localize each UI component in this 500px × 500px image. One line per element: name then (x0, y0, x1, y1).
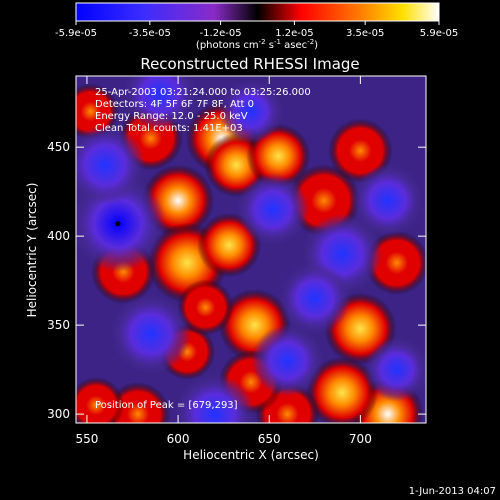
heatmap-blob (278, 262, 351, 335)
x-axis-label: Heliocentric X (arcsec) (183, 448, 319, 462)
heatmap-blob (76, 377, 125, 423)
x-tick-label: 550 (75, 432, 98, 446)
y-tick-label: 450 (47, 140, 70, 154)
heatmap-blob (218, 79, 284, 144)
annotation-detectors: Detectors: 4F 5F 6F 7F 8F, Att 0 (95, 99, 254, 110)
colorbar-strip (75, 2, 440, 22)
x-tick-label: 700 (349, 432, 372, 446)
colorbar-tick-label: -1.2e-05 (200, 28, 242, 39)
chart-title: Reconstructed RHESSI Image (140, 55, 359, 73)
footer-timestamp: 1-Jun-2013 04:07 (409, 486, 496, 497)
peak-position-label: Position of Peak = [679,293] (95, 400, 238, 411)
plot-area: 550 600 650 700 300 350 400 450 (47, 75, 427, 446)
axis-ticks: 550 600 650 700 300 350 400 450 (47, 76, 426, 446)
heatmap-blob (174, 374, 255, 423)
x-tick-label: 650 (258, 432, 281, 446)
heatmap-blob (236, 173, 309, 246)
colorbar-tick-label: 1.2e-05 (275, 28, 313, 39)
heatmap-blob (177, 279, 234, 336)
heatmap-blob (251, 324, 324, 397)
colorbar-tick-label: -3.5e-05 (129, 28, 171, 39)
heatmap-blob (123, 76, 196, 130)
colorbar-units: (photons cm-2 s-1 asec-2) (196, 38, 318, 51)
x-tick-label: 600 (167, 432, 190, 446)
annotation-counts: Clean Total counts: 1.41E+03 (95, 123, 243, 134)
annotations: 25-Apr-2003 03:21:24.000 to 03:25:26.000… (95, 87, 311, 411)
y-axis-label: Heliocentric Y (arcsec) (25, 183, 39, 318)
y-tick-label: 300 (47, 407, 70, 421)
colorbar-tick-label: 5.9e-05 (420, 28, 458, 39)
heatmap-blob (110, 293, 191, 375)
annotation-energy: Energy Range: 12.0 - 25.0 keV (95, 111, 248, 122)
peak-marker (115, 221, 121, 227)
heatmap-blob (306, 356, 379, 423)
colorbar-ticks: -5.9e-05 -3.5e-05 -1.2e-05 1.2e-05 3.5e-05 5.… (55, 21, 458, 39)
colorbar: -5.9e-05 -3.5e-05 -1.2e-05 1.2e-05 3.5e-05 5.… (55, 2, 458, 51)
heatmap-image (76, 76, 426, 423)
heatmap-blob (364, 337, 426, 402)
colorbar-tick-label: 3.5e-05 (346, 28, 384, 39)
y-tick-label: 350 (47, 318, 70, 332)
heatmap-blob (351, 164, 424, 237)
annotation-time: 25-Apr-2003 03:21:24.000 to 03:25:26.000 (95, 87, 311, 98)
plot-frame (75, 75, 427, 424)
y-tick-label: 400 (47, 229, 70, 243)
colorbar-tick-label: -5.9e-05 (55, 28, 97, 39)
heatmap-blob (76, 124, 146, 206)
